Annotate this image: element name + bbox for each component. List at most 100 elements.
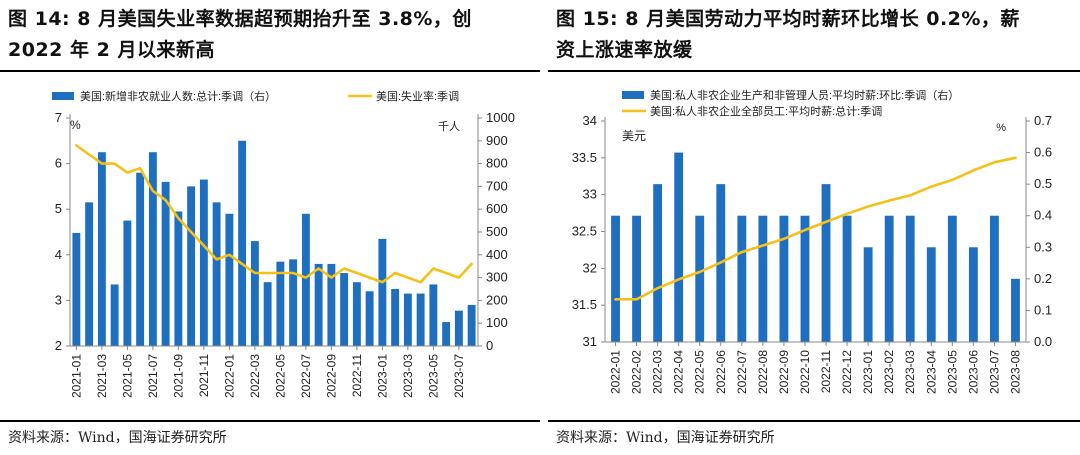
bar [327,263,336,346]
right-tick-label: 0.6 [1034,145,1052,160]
bar [442,322,451,346]
bar [250,241,259,346]
bar [403,293,412,346]
x-tick-label: 2022-01 [222,354,236,398]
figure-15-title-line2: 资上涨速率放缓 [556,39,693,61]
bar [863,247,873,342]
bar [199,179,208,346]
left-tick-label: 31.5 [572,297,597,312]
bar [72,232,81,346]
bar [391,289,400,346]
bar [947,215,957,342]
bar [674,152,684,342]
x-tick-label: 2021-11 [197,354,211,397]
legend-label: 美国:失业率:季调 [376,89,459,103]
bar [123,220,132,346]
bar [161,181,170,346]
bar [110,284,119,346]
right-unit-label: % [996,122,1006,134]
right-tick-label: 0.7 [1034,113,1052,128]
bar [779,215,789,342]
x-tick-label: 2022-04 [672,350,686,394]
x-tick-label: 2021-01 [69,354,83,398]
bar [148,152,157,346]
left-tick-label: 32.5 [572,224,597,239]
bar [238,140,247,346]
right-tick-label: 300 [486,270,508,285]
x-tick-label: 2022-09 [777,350,791,394]
left-tick-label: 6 [55,156,62,171]
bar [289,259,298,346]
right-tick-label: 0.5 [1034,176,1052,191]
left-tick-label: 33.5 [572,150,597,165]
bar [800,215,810,342]
bar [695,215,705,342]
bar [842,215,852,342]
x-tick-label: 2023-02 [882,350,896,394]
bar [174,211,183,346]
x-tick-label: 2021-07 [146,354,160,398]
x-tick-label: 2023-08 [1008,350,1022,394]
x-tick-label: 2023-05 [945,350,959,394]
figure-14-panel: 图 14: 8 月美国失业率数据超预期抬升至 3.8%，创 2022 年 2 月… [0,4,540,446]
x-tick-label: 2022-12 [840,350,854,394]
right-tick-label: 0.4 [1034,208,1052,223]
x-tick-label: 2022-09 [324,354,338,398]
bar [340,273,349,346]
figure-15-source: 资料来源：Wind，国海证券研究所 [556,430,775,446]
bar [225,213,234,346]
x-tick-label: 2022-05 [273,354,287,398]
x-tick-label: 2023-06 [966,350,980,394]
top-rule [548,70,1080,72]
bar [467,304,476,346]
x-tick-label: 2021-03 [95,354,109,398]
figure-14-title: 图 14: 8 月美国失业率数据超预期抬升至 3.8%，创 2022 年 2 月… [8,4,536,66]
bottom-rule [548,420,1080,422]
left-tick-label: 5 [55,201,62,216]
x-tick-label: 2022-03 [651,350,665,394]
bar [821,184,831,342]
bar [378,238,387,346]
right-unit-label: 千人 [438,120,460,133]
bar [352,282,361,346]
legend-label: 美国:私人非农企业生产和非管理人员:平均时薪:环比:季调（右） [650,88,959,102]
bar [990,215,999,342]
left-tick-label: 7 [55,110,62,125]
hourly-earnings-chart: 31 31.5 32 32.5 33 33.5 34 0.0 0.1 0.2 0.3 0.4 0.5 0.… [572,88,1052,394]
x-tick-label: 2022-07 [299,354,313,398]
legend-label: 美国:私人非农企业全部员工:平均时薪:总计:季调 [650,104,882,118]
bar [611,215,620,342]
right-tick-label: 400 [486,247,508,262]
figure-14-title-line1: 图 14: 8 月美国失业率数据超预期抬升至 3.8%，创 [8,8,472,30]
right-tick-label: 800 [486,156,508,171]
bar [653,184,663,342]
x-tick-label: 2022-08 [756,350,770,394]
bar [85,202,94,346]
x-tick-label: 2022-11 [350,354,364,397]
legend-label: 美国:新增非农就业人数:总计:季调（右） [80,89,276,103]
unemployment-payrolls-chart: 2 3 4 5 6 7 0 100 200 300 400 500 600 700 800 900 1000 20… [52,89,515,398]
x-tick-label: 2022-07 [735,350,749,394]
bar [926,247,936,342]
figure-15-panel: 图 15: 8 月美国劳动力平均时薪环比增长 0.2%，薪 资上涨速率放缓 31… [548,0,1080,455]
left-tick-label: 32 [583,260,597,275]
figure-15-title-line1: 图 15: 8 月美国劳动力平均时薪环比增长 0.2%，薪 [556,8,1020,30]
right-tick-label: 600 [486,201,508,216]
right-tick-label: 0.2 [1034,271,1052,286]
right-tick-label: 100 [486,315,508,330]
left-tick-label: 34 [583,113,597,128]
bar [301,213,310,346]
figure-14-title-line2: 2022 年 2 月以来新高 [8,39,215,61]
series-line [614,156,1017,301]
right-tick-label: 0.3 [1034,239,1052,254]
x-tick-label: 2022-05 [693,350,707,394]
x-tick-label: 2022-10 [798,350,812,394]
x-tick-label: 2023-03 [401,354,415,398]
right-tick-label: 500 [486,224,508,239]
x-tick-label: 2022-06 [714,350,728,394]
left-unit-label: % [70,118,81,132]
right-tick-label: 1000 [486,110,515,125]
bar [365,291,374,346]
x-tick-label: 2021-05 [120,354,134,398]
bar [136,172,145,346]
